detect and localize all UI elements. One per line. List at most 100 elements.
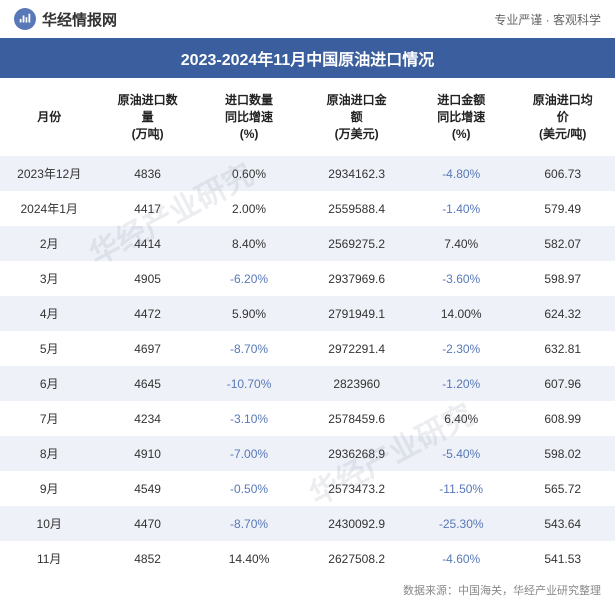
logo-icon: [14, 8, 36, 30]
table-cell: -6.20%: [197, 261, 302, 296]
table-cell: 608.99: [510, 401, 615, 436]
table-cell: 6月: [0, 366, 98, 401]
table-row: 3月4905-6.20%2937969.6-3.60%598.97: [0, 261, 615, 296]
table-row: 11月485214.40%2627508.2-4.60%541.53: [0, 541, 615, 576]
column-header: 进口金额同比增速(%): [412, 78, 510, 156]
table-cell: -10.70%: [197, 366, 302, 401]
table-cell: 5月: [0, 331, 98, 366]
table-cell: 2627508.2: [301, 541, 412, 576]
page-header: 华经情报网 专业严谨 · 客观科学: [0, 0, 615, 38]
table-row: 10月4470-8.70%2430092.9-25.30%543.64: [0, 506, 615, 541]
table-row: 4月44725.90%2791949.114.00%624.32: [0, 296, 615, 331]
source-line: 数据来源：中国海关，华经产业研究整理: [0, 576, 615, 604]
table-cell: 8.40%: [197, 226, 302, 261]
table-cell: 6.40%: [412, 401, 510, 436]
table-cell: -8.70%: [197, 506, 302, 541]
title-bar: 2023-2024年11月中国原油进口情况: [0, 38, 615, 78]
table-cell: 3月: [0, 261, 98, 296]
table-cell: -1.20%: [412, 366, 510, 401]
table-cell: 10月: [0, 506, 98, 541]
table-cell: -3.10%: [197, 401, 302, 436]
table-cell: 2972291.4: [301, 331, 412, 366]
table-cell: 598.02: [510, 436, 615, 471]
table-row: 9月4549-0.50%2573473.2-11.50%565.72: [0, 471, 615, 506]
table-cell: 607.96: [510, 366, 615, 401]
table-cell: 632.81: [510, 331, 615, 366]
table-cell: 4549: [98, 471, 196, 506]
table-cell: -4.60%: [412, 541, 510, 576]
table-cell: 7月: [0, 401, 98, 436]
column-header: 原油进口金额(万美元): [301, 78, 412, 156]
table-cell: 0.60%: [197, 156, 302, 191]
table-cell: -8.70%: [197, 331, 302, 366]
table-cell: 4852: [98, 541, 196, 576]
table-cell: 2月: [0, 226, 98, 261]
table-cell: 582.07: [510, 226, 615, 261]
table-cell: -4.80%: [412, 156, 510, 191]
table-cell: 2024年1月: [0, 191, 98, 226]
table-cell: 4645: [98, 366, 196, 401]
table-header-row: 月份原油进口数量(万吨)进口数量同比增速(%)原油进口金额(万美元)进口金额同比…: [0, 78, 615, 156]
table-cell: -25.30%: [412, 506, 510, 541]
table-cell: 2023年12月: [0, 156, 98, 191]
table-cell: 543.64: [510, 506, 615, 541]
table-cell: 606.73: [510, 156, 615, 191]
table-row: 2月44148.40%2569275.27.40%582.07: [0, 226, 615, 261]
table-cell: -7.00%: [197, 436, 302, 471]
table-cell: 14.00%: [412, 296, 510, 331]
table-cell: 11月: [0, 541, 98, 576]
table-body: 2023年12月48360.60%2934162.3-4.80%606.7320…: [0, 156, 615, 576]
table-cell: -11.50%: [412, 471, 510, 506]
column-header: 进口数量同比增速(%): [197, 78, 302, 156]
table-cell: 4414: [98, 226, 196, 261]
table-cell: 2936268.9: [301, 436, 412, 471]
table-cell: 4470: [98, 506, 196, 541]
table-cell: 598.97: [510, 261, 615, 296]
column-header: 原油进口均价(美元/吨): [510, 78, 615, 156]
table-cell: 624.32: [510, 296, 615, 331]
table-cell: 579.49: [510, 191, 615, 226]
table-cell: 9月: [0, 471, 98, 506]
tagline: 专业严谨 · 客观科学: [494, 11, 601, 28]
table-cell: 4905: [98, 261, 196, 296]
table-cell: 2559588.4: [301, 191, 412, 226]
table-row: 2023年12月48360.60%2934162.3-4.80%606.73: [0, 156, 615, 191]
table-cell: 2791949.1: [301, 296, 412, 331]
column-header: 月份: [0, 78, 98, 156]
table-cell: 541.53: [510, 541, 615, 576]
table-cell: 4417: [98, 191, 196, 226]
table-cell: 4472: [98, 296, 196, 331]
logo-section: 华经情报网: [14, 8, 117, 30]
table-cell: 8月: [0, 436, 98, 471]
table-cell: 2578459.6: [301, 401, 412, 436]
table-cell: 7.40%: [412, 226, 510, 261]
table-cell: 4836: [98, 156, 196, 191]
column-header: 原油进口数量(万吨): [98, 78, 196, 156]
table-cell: 4234: [98, 401, 196, 436]
table-cell: -2.30%: [412, 331, 510, 366]
table-cell: -5.40%: [412, 436, 510, 471]
site-name: 华经情报网: [42, 9, 117, 30]
table-cell: 4697: [98, 331, 196, 366]
table-row: 7月4234-3.10%2578459.66.40%608.99: [0, 401, 615, 436]
table-cell: 2937969.6: [301, 261, 412, 296]
table-row: 2024年1月44172.00%2559588.4-1.40%579.49: [0, 191, 615, 226]
data-table-container: 月份原油进口数量(万吨)进口数量同比增速(%)原油进口金额(万美元)进口金额同比…: [0, 78, 615, 576]
table-cell: 4月: [0, 296, 98, 331]
table-cell: 2934162.3: [301, 156, 412, 191]
table-cell: -0.50%: [197, 471, 302, 506]
table-cell: 5.90%: [197, 296, 302, 331]
table-cell: 565.72: [510, 471, 615, 506]
table-cell: 2823960: [301, 366, 412, 401]
data-table: 月份原油进口数量(万吨)进口数量同比增速(%)原油进口金额(万美元)进口金额同比…: [0, 78, 615, 576]
table-cell: 2.00%: [197, 191, 302, 226]
table-row: 8月4910-7.00%2936268.9-5.40%598.02: [0, 436, 615, 471]
table-cell: 2430092.9: [301, 506, 412, 541]
table-row: 5月4697-8.70%2972291.4-2.30%632.81: [0, 331, 615, 366]
table-cell: 4910: [98, 436, 196, 471]
table-cell: -3.60%: [412, 261, 510, 296]
table-cell: 14.40%: [197, 541, 302, 576]
table-cell: -1.40%: [412, 191, 510, 226]
table-row: 6月4645-10.70%2823960-1.20%607.96: [0, 366, 615, 401]
table-cell: 2573473.2: [301, 471, 412, 506]
